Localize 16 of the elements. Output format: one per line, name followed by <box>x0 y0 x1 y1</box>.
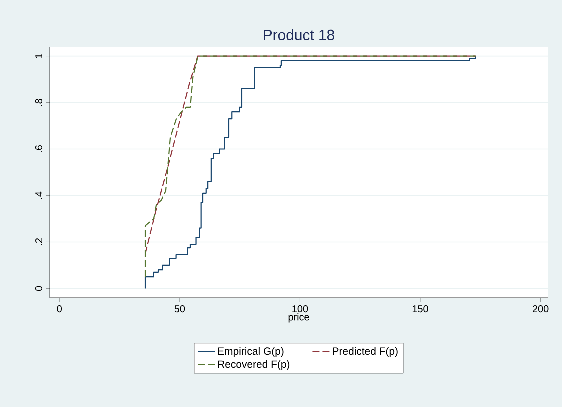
x-tick-label: 50 <box>174 306 186 313</box>
x-tick-label: 150 <box>412 306 428 313</box>
legend-label: Predicted F(p) <box>333 347 398 358</box>
x-tick-label: 0 <box>57 306 62 313</box>
y-tick-label: .8 <box>35 99 42 106</box>
y-tick-label: 1 <box>36 54 42 58</box>
y-tick-label: .6 <box>35 146 42 153</box>
chart-title: Product 18 <box>264 30 334 40</box>
x-axis-title: price <box>288 313 310 323</box>
x-tick-label: 200 <box>532 306 549 313</box>
legend-label: Empirical G(p) <box>218 347 284 358</box>
y-tick-label: .4 <box>36 192 42 199</box>
y-tick-label: .2 <box>36 238 42 246</box>
x-tick-label: 100 <box>292 306 308 313</box>
y-tick-label: 0 <box>35 286 42 292</box>
legend-label: Recovered F(p) <box>218 360 290 370</box>
